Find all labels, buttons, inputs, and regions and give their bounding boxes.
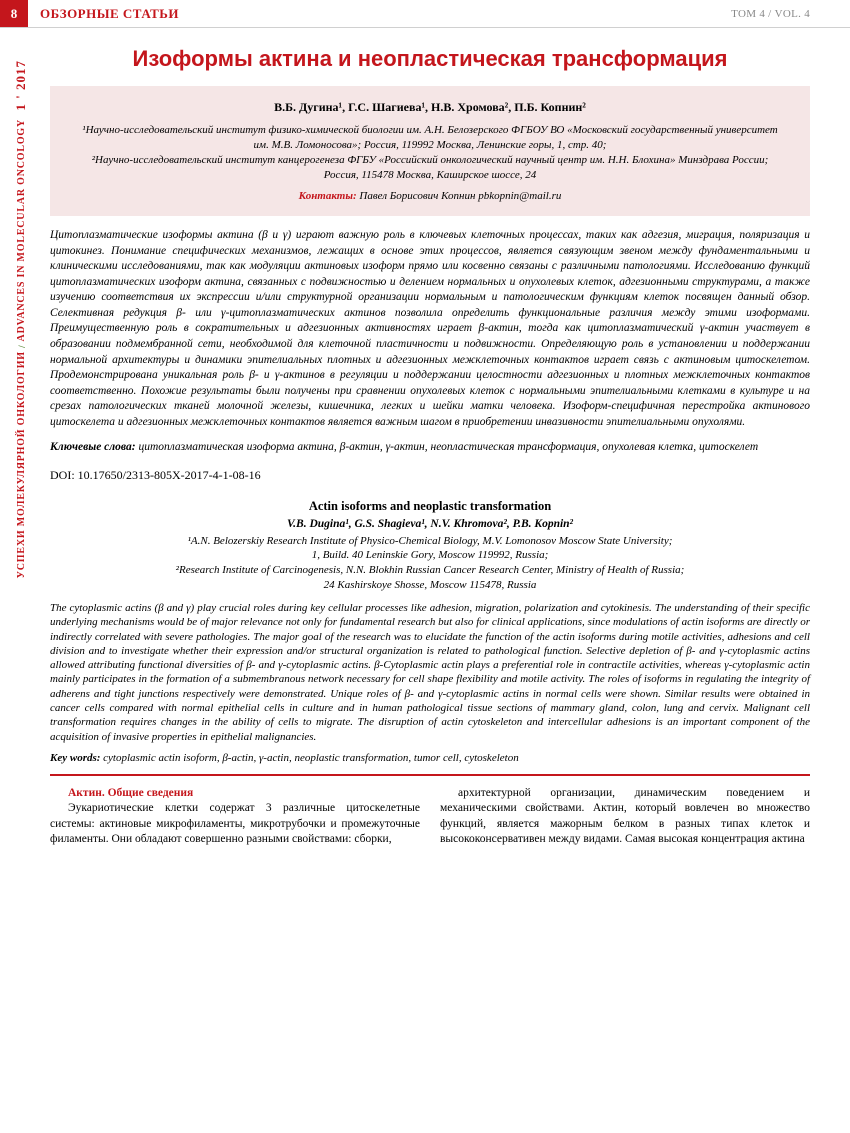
keywords-en-label: Key words: [50, 752, 100, 764]
keywords-en: Key words: cytoplasmic actin isoform, β-… [50, 752, 810, 764]
keywords-en-text: cytoplasmic actin isoform, β-actin, γ-ac… [103, 752, 519, 764]
authors-names-en: V.B. Dugina¹, G.S. Shagieva¹, N.V. Khrom… [50, 518, 810, 530]
article-title-ru: Изоформы актина и неопластическая трансф… [50, 46, 810, 72]
sidebar-journal-en: ADVANCES IN MOLECULAR ONCOLOGY [16, 119, 27, 341]
sidebar-issue-year: 1 ' 2017 [13, 60, 29, 111]
body-heading: Актин. Общие сведения [50, 786, 420, 802]
abstract-en: The cytoplasmic actins (β and γ) play cr… [50, 601, 810, 744]
volume-label: ТОМ 4 / VOL. 4 [731, 0, 850, 27]
section-label: ОБЗОРНЫЕ СТАТЬИ [28, 0, 179, 27]
authors-names-ru: В.Б. Дугина¹, Г.С. Шагиева¹, Н.В. Хромов… [74, 100, 786, 115]
affiliations-ru: ¹Научно-исследовательский институт физик… [74, 123, 786, 182]
sidebar-journal-info: 1 ' 2017 УСПЕХИ МОЛЕКУЛЯРНОЙ ОНКОЛОГИИ /… [12, 60, 30, 1013]
body-column-2: архитектурной организации, динамическим … [440, 786, 810, 848]
article-title-en: Actin isoforms and neoplastic transforma… [50, 499, 810, 514]
keywords-ru-label: Ключевые слова: [50, 441, 136, 453]
body-text-col2: архитектурной организации, динамическим … [440, 786, 810, 848]
contact-line: Контакты: Павел Борисович Копнин pbkopni… [74, 190, 786, 202]
doi: DOI: 10.17650/2313-805X-2017-4-1-08-16 [50, 468, 810, 483]
body-columns: Актин. Общие сведения Эукариотические кл… [50, 786, 810, 848]
sidebar-journal-name: УСПЕХИ МОЛЕКУЛЯРНОЙ ОНКОЛОГИИ / ADVANCES… [16, 119, 27, 578]
keywords-ru: Ключевые слова: цитоплазматическая изофо… [50, 440, 810, 456]
section-divider [50, 774, 810, 776]
journal-page: 8 ОБЗОРНЫЕ СТАТЬИ ТОМ 4 / VOL. 4 1 ' 201… [0, 0, 850, 1133]
affiliations-en: ¹A.N. Belozerskiy Research Institute of … [50, 534, 810, 593]
body-column-1: Актин. Общие сведения Эукариотические кл… [50, 786, 420, 848]
sidebar-journal-ru: УСПЕХИ МОЛЕКУЛЯРНОЙ ОНКОЛОГИИ [16, 351, 27, 578]
body-text-col1: Эукариотические клетки содержат 3 различ… [50, 801, 420, 848]
contact-text: Павел Борисович Копнин pbkopnin@mail.ru [359, 190, 561, 202]
authors-box: В.Б. Дугина¹, Г.С. Шагиева¹, Н.В. Хромов… [50, 86, 810, 216]
page-header: 8 ОБЗОРНЫЕ СТАТЬИ ТОМ 4 / VOL. 4 [0, 0, 850, 28]
article-content: Изоформы актина и неопластическая трансф… [50, 28, 810, 848]
keywords-ru-text: цитоплазматическая изоформа актина, β-ак… [138, 441, 758, 453]
contact-label: Контакты: [299, 190, 357, 202]
sidebar-divider: / [17, 341, 27, 347]
abstract-ru: Цитоплазматические изоформы актина (β и … [50, 228, 810, 430]
page-number: 8 [0, 0, 28, 27]
